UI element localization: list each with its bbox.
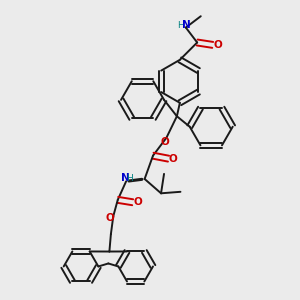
Text: O: O — [169, 154, 178, 164]
Text: H: H — [127, 174, 134, 183]
Text: N: N — [182, 20, 191, 30]
Text: N: N — [121, 173, 129, 183]
Text: O: O — [106, 213, 115, 223]
Text: H: H — [177, 21, 184, 30]
Text: O: O — [213, 40, 222, 50]
Text: O: O — [133, 197, 142, 207]
Text: O: O — [160, 137, 169, 147]
